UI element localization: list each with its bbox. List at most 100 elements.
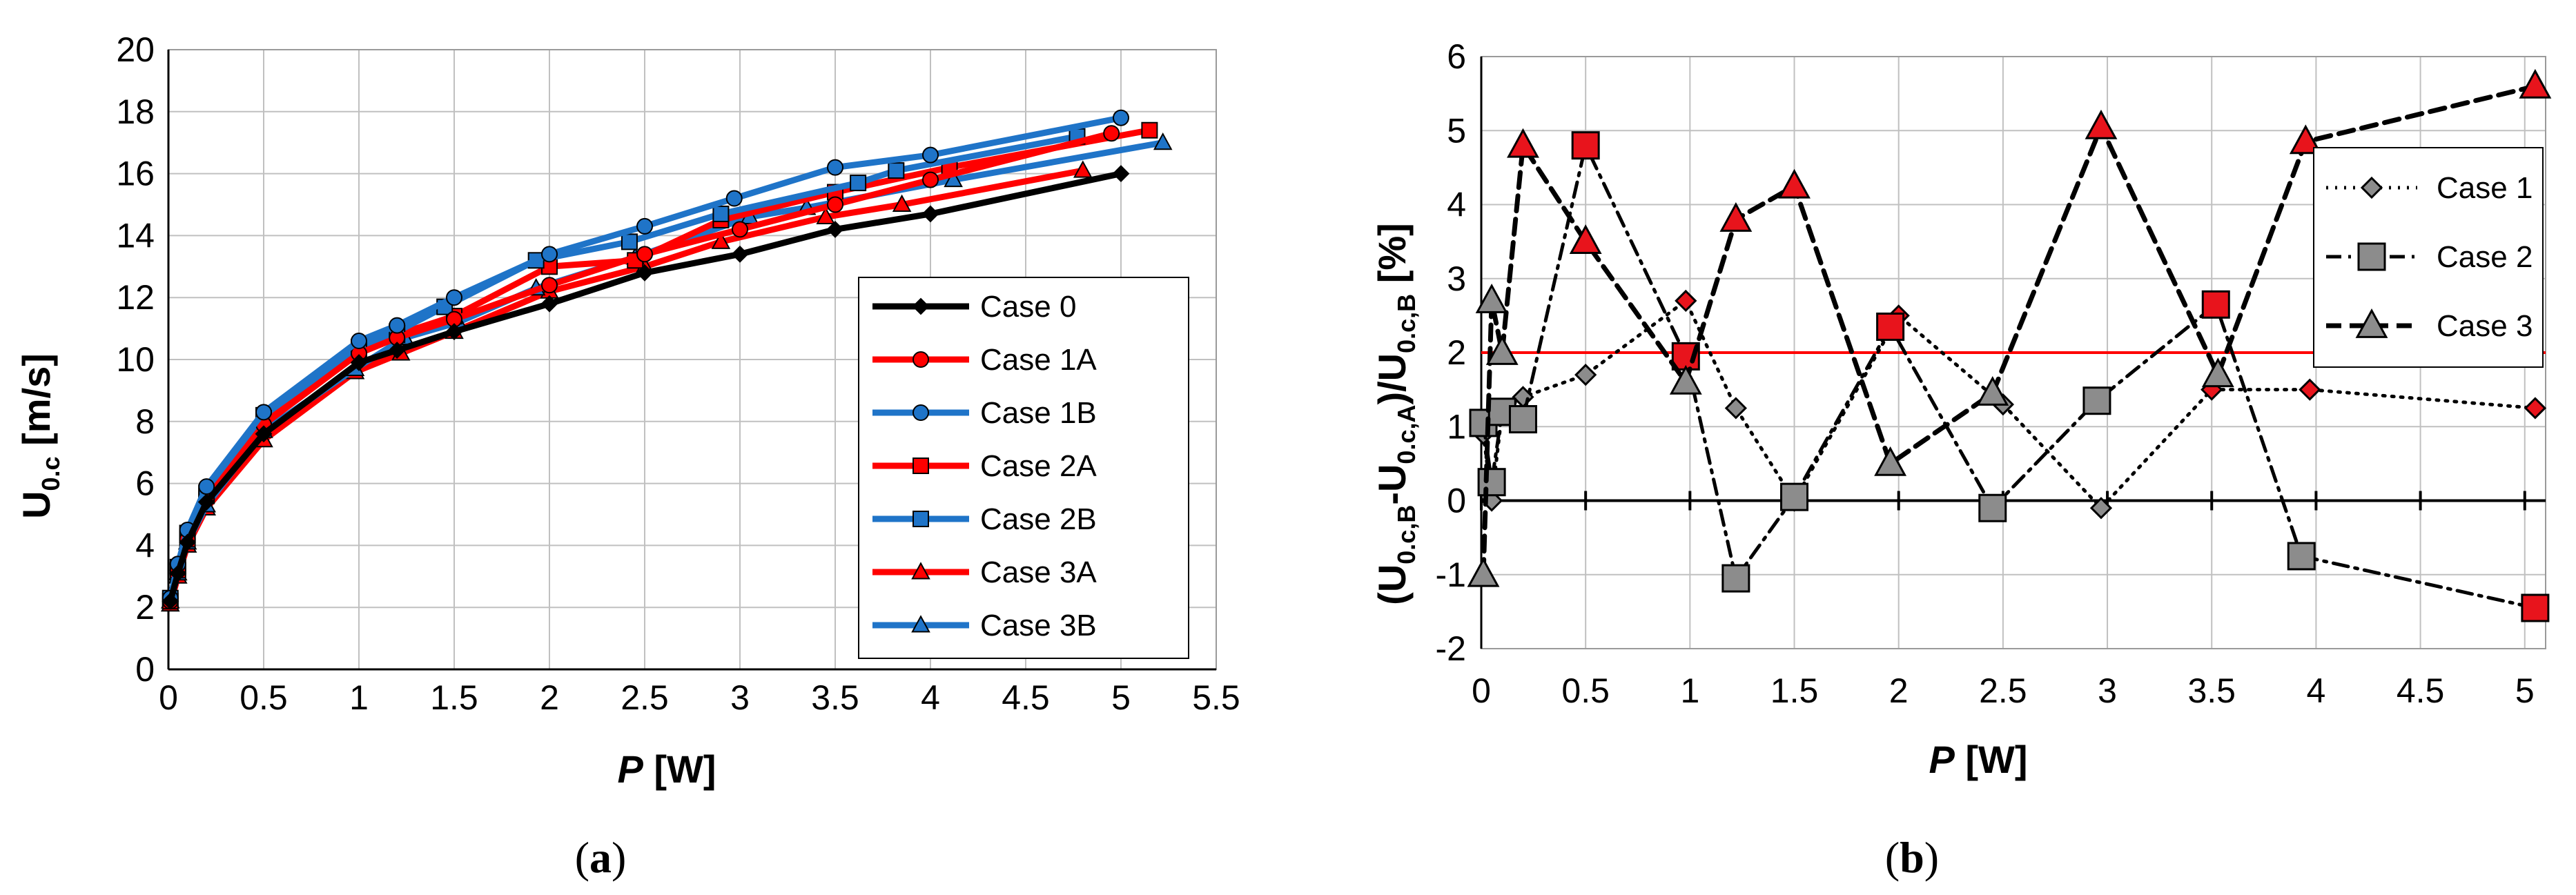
y-tick-label: 1: [1447, 407, 1466, 446]
x-tick-label: 1: [1680, 671, 1699, 710]
data-point: [1669, 364, 1702, 395]
x-tick-label: 2: [1889, 671, 1909, 710]
data-point: [731, 245, 749, 263]
y-tick-label: 20: [116, 30, 155, 69]
data-point: [732, 221, 748, 238]
y-tick-label: 18: [116, 92, 155, 131]
x-tick-label: 3.5: [2187, 671, 2236, 710]
data-point: [350, 354, 368, 371]
legend-item: Case 0: [872, 290, 1076, 324]
x-tick-label: 0.5: [1561, 671, 1610, 710]
x-tick-label: 5: [1111, 678, 1131, 717]
chart-a-legend: Case 0 Case 1A Case 1B Case 2A Case 2B Case 3…: [858, 277, 1189, 659]
y-tick-label: 0: [135, 650, 155, 689]
x-tick-label: 4: [2307, 671, 2326, 710]
y-tick-label: 0: [1447, 482, 1466, 520]
legend-label: Case 0: [980, 290, 1076, 324]
legend-label: Case 2A: [980, 449, 1097, 483]
data-point: [162, 592, 179, 610]
legend-item: Case 3: [2326, 308, 2533, 343]
legend-marker: [913, 351, 929, 368]
data-point: [827, 159, 843, 176]
data-point: [1780, 482, 1809, 511]
data-point: [255, 425, 273, 443]
series-case-1b: [162, 109, 1129, 607]
series-case-3: [1467, 68, 2552, 587]
chart-a-x-axis-label: P [W]: [617, 747, 716, 791]
legend-label: Case 2: [2437, 240, 2533, 274]
legend-marker: [913, 458, 929, 474]
legend-label: Case 3B: [980, 609, 1097, 642]
panel-label-b: (b): [1885, 833, 1939, 882]
highlighted-data-point: [1507, 128, 1539, 158]
chart-a-series: [160, 109, 1173, 612]
highlighted-data-point: [1569, 224, 1602, 255]
y-tick-label: 4: [135, 526, 155, 564]
highlighted-data-point: [2524, 397, 2547, 420]
legend-item: Case 2B: [872, 502, 1097, 536]
y-tick-label: -2: [1436, 629, 1466, 668]
legend-label: Case 2B: [980, 502, 1097, 536]
data-point: [922, 171, 939, 188]
data-point: [541, 246, 558, 263]
y-tick-label: 6: [1447, 37, 1466, 76]
x-tick-label: 2.5: [1979, 671, 2027, 710]
data-point: [725, 190, 743, 207]
legend-item: Case 1B: [872, 396, 1097, 430]
series-case-2: [1469, 131, 2550, 622]
legend-item: Case 2A: [872, 449, 1097, 483]
legend-marker: [911, 562, 930, 580]
x-tick-label: 0: [1472, 671, 1491, 710]
x-tick-label: 1: [349, 678, 369, 717]
data-point: [1153, 132, 1173, 150]
data-point: [892, 194, 912, 212]
x-tick-label: 4.5: [1002, 678, 1050, 717]
y-tick-label: 2: [135, 588, 155, 627]
y-tick-label: 5: [1447, 111, 1466, 150]
data-point: [2082, 386, 2111, 415]
chart-a-tick-labels: 0 0.5 1 1.5 2 2.5 3 3.5 4 4.5 5 5.5 0 2 4 6 8 10 12 14 16 18 2…: [116, 30, 1240, 717]
data-point: [827, 196, 843, 213]
y-tick-label: 2: [1447, 333, 1466, 372]
y-tick-label: 12: [116, 278, 155, 317]
legend-label: Case 1: [2437, 171, 2533, 205]
chart-b-y-axis-label: (U0.c,B-U0.c,A)/U0.c,B [%]: [1370, 223, 1421, 605]
data-point: [888, 162, 905, 179]
data-point: [636, 217, 653, 235]
highlighted-data-point: [2201, 290, 2230, 319]
data-point: [711, 231, 731, 249]
legend-item: Case 2: [2326, 240, 2533, 274]
data-point: [446, 289, 462, 306]
data-point: [540, 295, 558, 313]
x-tick-label: 1.5: [430, 678, 478, 717]
legend-item: Case 1A: [872, 343, 1097, 377]
data-point: [944, 169, 963, 188]
data-point: [1976, 376, 2009, 406]
legend-item: Case 3A: [872, 555, 1097, 589]
data-point: [2201, 357, 2234, 388]
y-tick-label: -1: [1436, 555, 1466, 594]
x-tick-label: 5.5: [1192, 678, 1240, 717]
x-tick-label: 0: [159, 678, 178, 717]
y-tick-label: 3: [1447, 259, 1466, 298]
data-point: [389, 317, 406, 334]
series-case-0: [162, 165, 1130, 610]
series-line: [1481, 83, 2538, 578]
data-point: [921, 205, 939, 223]
y-tick-label: 8: [135, 402, 155, 441]
data-point: [2089, 497, 2113, 520]
legend-marker: [912, 297, 930, 315]
data-point: [1508, 405, 1537, 434]
data-point: [1485, 335, 1519, 365]
series-line: [167, 170, 1124, 604]
x-tick-label: 3: [2098, 671, 2117, 710]
highlighted-data-point: [2521, 593, 2550, 622]
data-point: [169, 564, 187, 582]
data-point: [179, 533, 197, 551]
x-tick-label: 5: [2515, 671, 2535, 710]
data-point: [1103, 125, 1120, 142]
y-tick-label: 4: [1447, 186, 1466, 224]
data-point: [636, 264, 654, 282]
legend-marker: [2360, 176, 2383, 199]
